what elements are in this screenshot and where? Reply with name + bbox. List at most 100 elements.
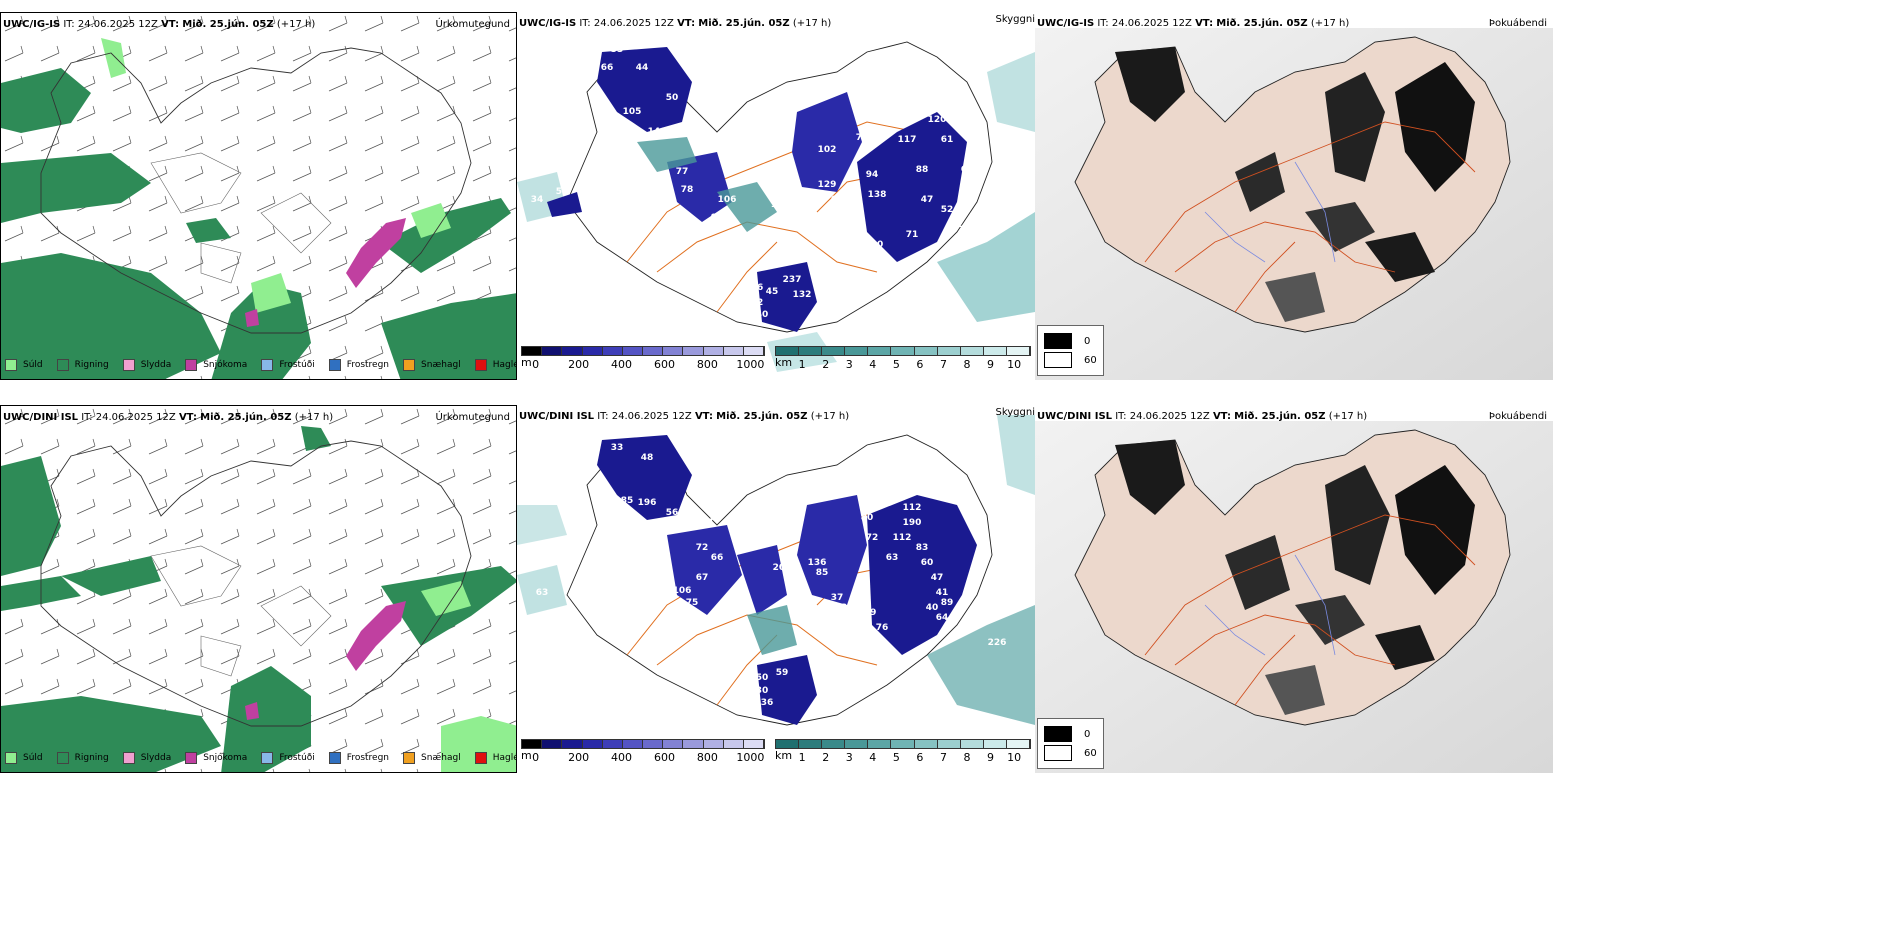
colorbar-segment (799, 347, 823, 355)
legend-swatch (261, 359, 274, 371)
legend-item: Súld (5, 359, 43, 371)
colorbar-tick-label: 4 (869, 358, 877, 371)
cloud-base-label: 114 (848, 633, 867, 643)
cloud-base-label: 85 (841, 603, 854, 613)
precip-title-top: Úrkomutegund (435, 19, 510, 30)
cloud-base-label: 112 (893, 533, 912, 543)
cloud-base-label: 136 (808, 558, 827, 568)
cloud-base-label: 60 (961, 165, 974, 175)
colorbar-tick-label: 10 (1007, 751, 1022, 764)
cloud-base-label: 102 (818, 145, 837, 155)
ceiling-colorbar-bottom: 0 200 400 600 800 1000 m (521, 739, 765, 767)
cloud-base-label: 66 (601, 63, 614, 73)
cloud-base-label: 63 (886, 553, 899, 563)
colorbar-segment (723, 347, 744, 355)
cloud-base-label: 11 (966, 177, 979, 187)
cloud-base-label: 63 (536, 588, 549, 598)
cloud-base-label: 78 (856, 133, 869, 143)
cloud-base-label: 190 (903, 518, 922, 528)
colorbar-segment (683, 347, 704, 355)
cloud-map-bottom (517, 415, 1035, 726)
colorbar-segment (845, 740, 869, 748)
cloud-base-label: 56 (556, 187, 569, 197)
colorbar-segment (723, 740, 744, 748)
colorbar-segment (542, 347, 563, 355)
colorbar-tick-label: 2 (822, 751, 830, 764)
colorbar-segment (914, 347, 938, 355)
colorbar-segment (983, 740, 1007, 748)
ceiling-colorbar-top: 0 200 400 600 800 1000 m (521, 346, 765, 374)
cloud-base-label: 237 (783, 275, 802, 285)
cloud-base-label: 80 (861, 513, 874, 523)
cloud-base-label: 129 (818, 180, 837, 190)
ceiling-unit: m (521, 749, 532, 762)
legend-swatch (474, 752, 487, 764)
colorbar-segment (983, 347, 1007, 355)
visibility-colorbar-top: 1 2 3 4 5 6 7 8 9 10 km (775, 346, 1031, 374)
cloud-base-label: 85 (621, 496, 634, 506)
cloud-base-label: 73 (601, 488, 614, 498)
colorbar-tick-label: 6 (916, 751, 924, 764)
fog-legend-top: 0 60 (1037, 325, 1104, 376)
cloud-base-label: 196 (638, 498, 657, 508)
colorbar-tick-label: 0 (532, 751, 540, 764)
fog-swatch-white (1044, 745, 1072, 761)
cloud-header-top: UWC/IG-IS IT: 24.06.2025 12Z VT: Mið. 25… (519, 18, 832, 29)
colorbar-segment (643, 740, 664, 748)
cloud-base-label: 76 (876, 623, 889, 633)
colorbar-tick-label: 1 (798, 751, 806, 764)
legend-swatch (185, 359, 198, 371)
fog-title-bottom: Þokuábendi (1488, 411, 1547, 422)
legend-item: Súld (5, 752, 43, 764)
colorbar-segment (562, 347, 583, 355)
precip-panel-bottom: UWC/DINI ISL IT: 24.06.2025 12Z VT: Mið.… (0, 405, 517, 773)
visibility-unit: km (775, 749, 793, 762)
colorbar-segment (937, 740, 961, 748)
cloud-base-label: 53 (611, 45, 624, 55)
colorbar-segment (891, 740, 915, 748)
colorbar-tick-label: 7 (939, 751, 947, 764)
legend-item: Snæhagl (403, 752, 461, 764)
legend-item: Frostúði (261, 752, 315, 764)
cloud-base-label: 41 (936, 588, 949, 598)
cloud-base-label: 60 (921, 558, 934, 568)
colorbar-tick-label: 7 (939, 358, 947, 371)
colorbar-segment (960, 740, 984, 748)
legend-item: Slydda (122, 359, 171, 371)
colorbar-tick-label: 1000 (736, 358, 765, 371)
precip-map-bottom (1, 406, 516, 772)
cloud-panel-bottom: UWC/DINI ISL IT: 24.06.2025 12Z VT: Mið.… (517, 405, 1035, 773)
colorbar-segment (937, 347, 961, 355)
colorbar-tick-label: 5 (892, 751, 900, 764)
fog-panel-top: UWC/IG-IS IT: 24.06.2025 12Z VT: Mið. 25… (1035, 12, 1553, 380)
fog-map-top (1035, 28, 1553, 380)
cloud-base-label: 106 (673, 586, 692, 596)
cloud-base-label: 47 (701, 518, 714, 528)
fog-swatch-white (1044, 352, 1072, 368)
colorbar-segment (663, 740, 684, 748)
cloud-base-label: 132 (793, 290, 812, 300)
legend-item: Snæhagl (403, 359, 461, 371)
colorbar-tick-label: 9 (987, 751, 995, 764)
cloud-base-label: 47 (931, 573, 944, 583)
cloud-base-label: 138 (868, 190, 887, 200)
colorbar-tick-label: 600 (653, 358, 675, 371)
cloud-base-label: 82 (751, 298, 764, 308)
colorbar-segment (643, 347, 664, 355)
cloud-base-label: 33 (611, 443, 624, 453)
cloud-base-label: 94 (866, 170, 879, 180)
legend-swatch (261, 752, 274, 764)
cloud-base-label: 71 (906, 230, 919, 240)
colorbar-segment (776, 740, 800, 748)
fog-panel-bottom: UWC/DINI ISL IT: 24.06.2025 12Z VT: Mið.… (1035, 405, 1553, 773)
colorbar-segment (683, 740, 704, 748)
cloud-base-label: 66 (711, 553, 724, 563)
colorbar-tick-label: 6 (916, 358, 924, 371)
cloud-base-label: 117 (898, 135, 917, 145)
cloud-base-label: 77 (896, 120, 909, 130)
legend-swatch (328, 752, 341, 764)
colorbar-segment (868, 347, 892, 355)
colorbar-segment (582, 740, 603, 748)
colorbar-tick-label: 600 (653, 751, 675, 764)
cloud-base-label: 55 (971, 150, 984, 160)
